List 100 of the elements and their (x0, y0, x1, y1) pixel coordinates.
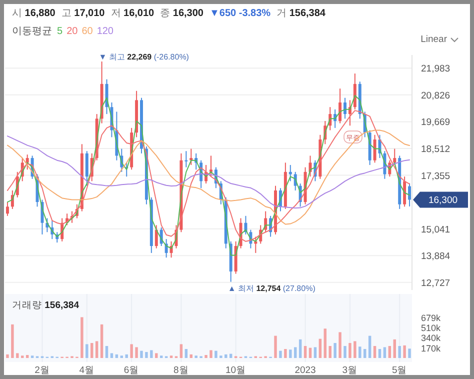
bar (393, 339, 396, 358)
bar (328, 346, 332, 358)
annotation: ▼ 최고 22,269 (-26.80%) (98, 52, 190, 62)
bar (135, 347, 138, 358)
bar (398, 346, 401, 358)
bar (11, 324, 14, 358)
bar (368, 336, 372, 358)
candlestick (338, 88, 342, 124)
bar (363, 349, 366, 358)
text: 20 (66, 26, 78, 37)
y-tick-label: 20,826 (421, 90, 450, 102)
bar (274, 336, 277, 358)
bar (289, 350, 292, 358)
bar (378, 349, 382, 358)
candlestick (373, 134, 376, 164)
text: 종 16,300 (160, 8, 204, 19)
bar (110, 353, 114, 358)
y-tick-label: 679k (421, 312, 442, 323)
x-tick-label: 10월 (226, 365, 246, 376)
x-tick-label: 2월 (34, 365, 50, 376)
bar (318, 338, 322, 358)
bar (100, 324, 104, 358)
text: 거 156,384 (276, 8, 326, 19)
bar (140, 350, 143, 358)
y-tick-label: 15,041 (421, 224, 450, 236)
bar (26, 355, 29, 358)
candlestick (344, 97, 346, 120)
bar (298, 339, 302, 358)
candlestick (408, 182, 412, 207)
bar (16, 353, 19, 358)
candlestick (154, 224, 158, 249)
bar (214, 350, 218, 358)
bar (383, 347, 386, 358)
y-tick-label: 21,983 (421, 64, 450, 75)
bar (294, 347, 297, 358)
candlestick (190, 148, 193, 166)
bar (284, 349, 287, 358)
y-tick-label: 510k (421, 322, 442, 333)
bar (204, 355, 208, 358)
candlestick (403, 176, 406, 208)
bar (348, 343, 352, 358)
bar (145, 352, 148, 358)
bar (155, 353, 158, 358)
y-tick-label: 13,884 (421, 251, 450, 262)
text: 저 16,010 (110, 8, 155, 19)
bar (115, 354, 118, 358)
line-series (6, 136, 410, 209)
x-tick-label: 5월 (392, 365, 408, 376)
y-tick-label: 17,355 (421, 170, 450, 182)
bar (403, 345, 406, 358)
candlestick (264, 210, 268, 233)
bar (344, 346, 346, 358)
bar (150, 350, 153, 358)
bar (86, 344, 88, 358)
bar (304, 346, 307, 358)
annotation: ▲ 최저 12,754 (27.80%) (228, 284, 316, 293)
bar (184, 349, 188, 358)
y-tick-label: 19,669 (421, 117, 450, 128)
text: 시 16,880 (12, 8, 56, 19)
bar (105, 346, 108, 358)
x-tick-label: 8월 (174, 365, 189, 376)
bar (6, 354, 9, 358)
text: 고 17,010 (61, 8, 106, 19)
bar (210, 350, 212, 358)
bar (334, 343, 336, 358)
bar (279, 350, 282, 358)
text: ▼650 -3.83% (210, 8, 271, 19)
bar (95, 341, 98, 358)
candlestick (184, 150, 188, 168)
candlestick (6, 202, 9, 216)
candlestick (353, 73, 356, 110)
bar (324, 328, 327, 358)
bar (190, 354, 192, 358)
bar (373, 346, 376, 358)
x-tick-label: 4월 (79, 365, 95, 376)
bar (180, 344, 183, 358)
text: 16,300 (428, 195, 458, 206)
y-tick-label: 340k (421, 333, 442, 344)
bar (80, 317, 84, 358)
bar (125, 354, 128, 358)
y-tick-label: 170k (421, 343, 442, 354)
bar (388, 346, 392, 358)
bar (354, 341, 356, 358)
x-tick-label: 3월 (342, 365, 358, 376)
bar (308, 348, 312, 358)
text: 5 (57, 26, 63, 37)
bar (314, 347, 317, 358)
y-tick-label: 18,512 (421, 144, 450, 155)
bar (338, 332, 342, 358)
bar (358, 346, 362, 358)
bar (224, 354, 228, 358)
x-tick-label: 2023 (294, 365, 316, 376)
bar (130, 344, 133, 358)
candlestick (85, 150, 88, 186)
candlestick (26, 154, 29, 170)
text: Linear (420, 34, 447, 45)
candlestick (393, 148, 396, 166)
text: 60 (82, 26, 94, 37)
x-tick-label: 6월 (124, 365, 140, 376)
y-tick-label: 12,727 (421, 278, 450, 289)
